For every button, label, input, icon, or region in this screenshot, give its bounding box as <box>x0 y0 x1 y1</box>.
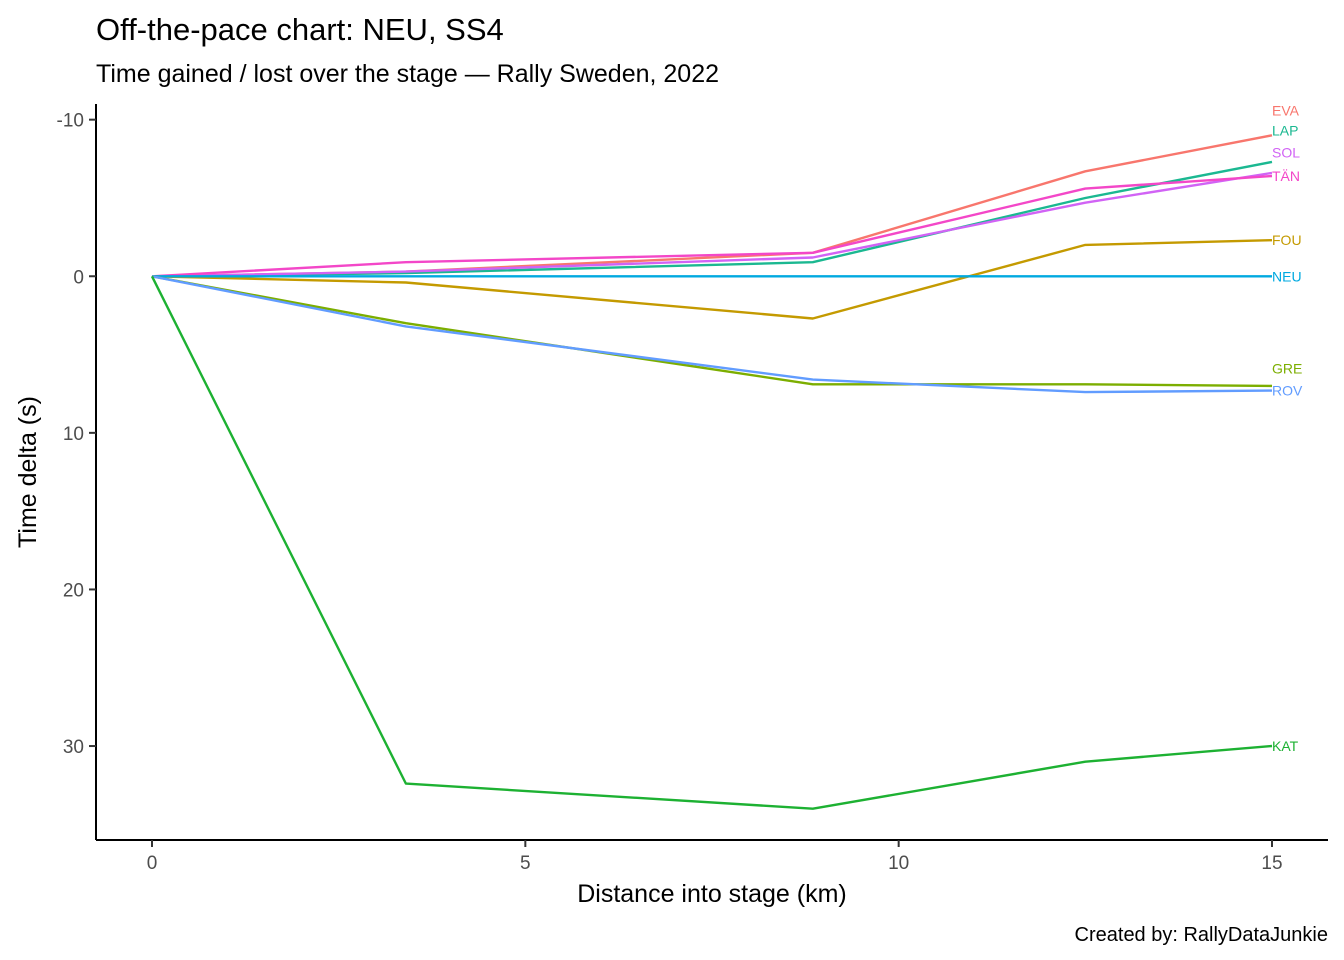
series-label-tan: TÄN <box>1272 168 1300 184</box>
x-tick-label: 5 <box>520 853 531 874</box>
series-label-neu: NEU <box>1272 268 1302 284</box>
y-tick-label: 20 <box>63 580 84 601</box>
x-axis-title: Distance into stage (km) <box>577 880 847 908</box>
series-label-kat: KAT <box>1272 738 1299 754</box>
series-label-gre: GRE <box>1272 361 1302 377</box>
series-label-fou: FOU <box>1272 232 1302 248</box>
y-tick-label: 30 <box>63 737 84 758</box>
x-tick-label: 0 <box>147 853 158 874</box>
y-tick-label: 10 <box>63 424 84 445</box>
series-line-tan <box>151 174 1273 278</box>
series-label-lap: LAP <box>1272 123 1298 139</box>
chart-title: Off-the-pace chart: NEU, SS4 <box>96 12 504 47</box>
series-label-sol: SOL <box>1272 145 1300 161</box>
series-lines <box>150 134 1273 810</box>
y-axis-title: Time delta (s) <box>14 396 42 548</box>
series-line-lap <box>151 160 1273 278</box>
x-axis-ticks: 0 5 10 15 <box>147 840 1283 874</box>
series-label-rov: ROV <box>1272 383 1303 399</box>
chart-caption: Created by: RallyDataJunkie <box>1075 924 1328 946</box>
y-tick-label: -10 <box>57 111 84 132</box>
series-line-kat <box>150 275 1273 810</box>
series-line-sol <box>151 171 1273 278</box>
x-tick-label: 10 <box>888 853 909 874</box>
chart-subtitle: Time gained / lost over the stage — Rall… <box>96 60 719 88</box>
y-tick-label: 0 <box>73 267 84 288</box>
series-label-eva: EVA <box>1272 102 1300 118</box>
x-tick-label: 15 <box>1261 853 1282 874</box>
plot-area: EVA LAP SOL TÄN FOU NEU GRE ROV KAT -10 0 10 20 30 0… <box>57 102 1328 874</box>
series-end-labels: EVA LAP SOL TÄN FOU NEU GRE ROV KAT <box>1272 102 1303 754</box>
series-line-fou <box>151 239 1273 320</box>
series-line-rov <box>151 275 1273 394</box>
y-axis-ticks: -10 0 10 20 30 <box>57 111 96 758</box>
series-line-gre <box>151 275 1273 388</box>
